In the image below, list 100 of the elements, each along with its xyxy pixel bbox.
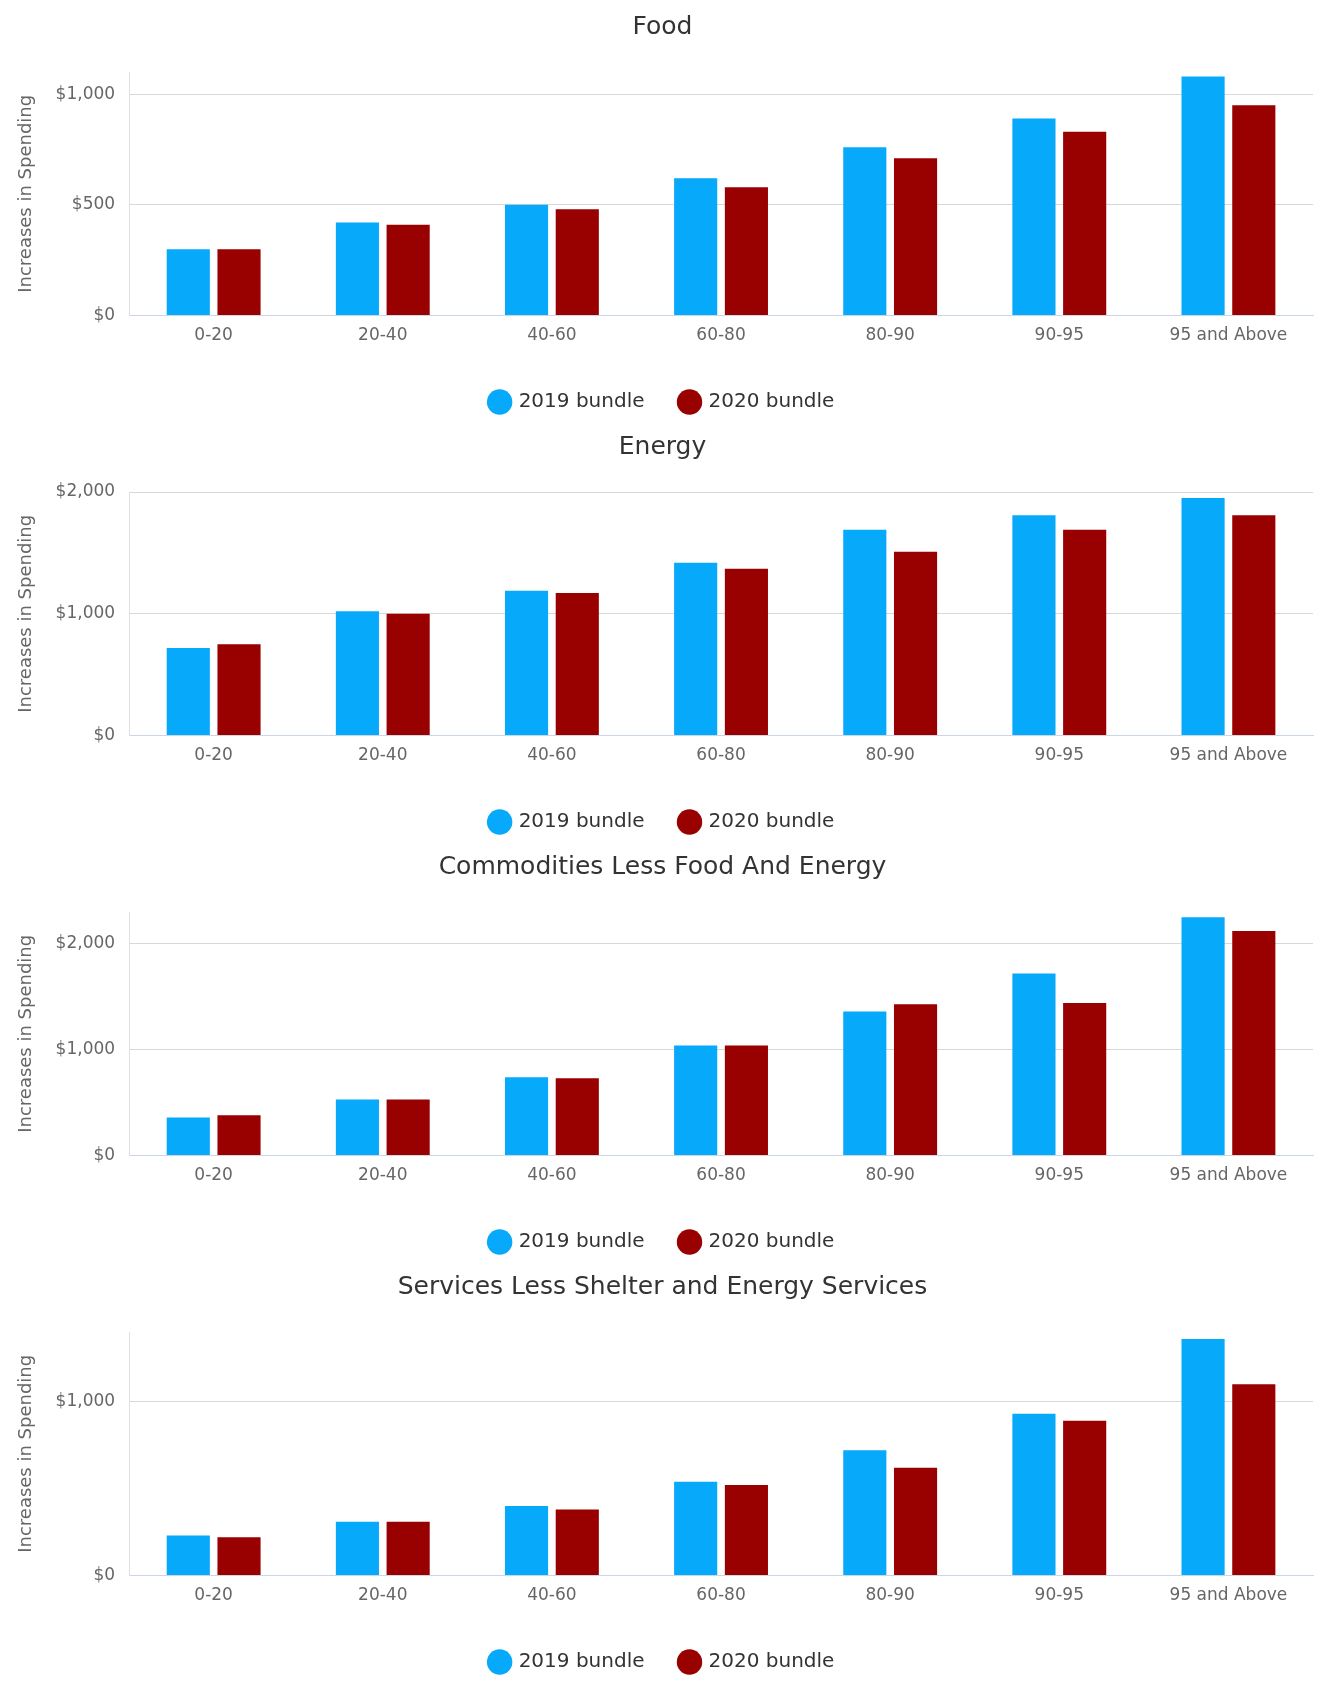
bar	[1063, 529, 1107, 736]
chart-title: Services Less Shelter and Energy Services	[397, 1270, 928, 1300]
bar	[1181, 498, 1225, 736]
y-tick-label: $1,000	[55, 1390, 116, 1411]
bar	[386, 613, 430, 736]
bar	[1181, 1338, 1225, 1576]
x-tick-label: 80-90	[865, 744, 915, 765]
chart-title: Food	[632, 10, 693, 40]
bar	[555, 209, 599, 316]
bar	[674, 1481, 718, 1576]
x-tick-label: 80-90	[865, 1584, 915, 1605]
y-tick-label: $500	[71, 193, 116, 214]
x-tick-label: 0-20	[194, 744, 233, 765]
bar	[166, 1117, 210, 1156]
bar	[217, 249, 261, 316]
x-tick-label: 95 and Above	[1169, 324, 1288, 345]
bar	[893, 551, 938, 736]
bar	[1063, 1003, 1107, 1156]
legend-label: 2020 bundle	[708, 808, 835, 833]
bar	[504, 1506, 549, 1576]
x-tick-label: 90-95	[1034, 324, 1085, 345]
x-tick-label: 20-40	[358, 744, 408, 765]
bar	[1012, 973, 1056, 1156]
x-tick-label: 80-90	[865, 324, 915, 345]
bar	[674, 562, 718, 736]
bar	[335, 222, 379, 316]
bar	[724, 568, 768, 736]
x-tick-label: 60-80	[696, 1164, 746, 1185]
x-tick-label: 20-40	[358, 1584, 408, 1605]
bar	[724, 1045, 768, 1156]
x-tick-label: 60-80	[696, 744, 746, 765]
bar	[555, 593, 599, 736]
y-tick-label: $1,000	[55, 82, 116, 103]
bar	[166, 249, 210, 316]
legend-label: 2020 bundle	[708, 1228, 835, 1253]
bar	[843, 1011, 887, 1156]
bar	[674, 178, 718, 316]
x-tick-label: 80-90	[865, 1164, 915, 1185]
chart-title: Commodities Less Food And Energy	[438, 850, 887, 880]
bar	[386, 224, 430, 316]
bar	[217, 1115, 261, 1156]
legend-label: 2019 bundle	[518, 388, 645, 413]
bar	[893, 158, 938, 316]
x-tick-label: 60-80	[696, 1584, 746, 1605]
bar	[724, 1485, 768, 1576]
bar	[386, 1521, 430, 1576]
bar	[217, 1537, 261, 1576]
bar	[843, 147, 887, 316]
x-tick-label: 60-80	[696, 324, 746, 345]
x-tick-label: 20-40	[358, 324, 408, 345]
bar	[386, 1099, 430, 1156]
x-tick-label: 40-60	[527, 1584, 577, 1605]
bar	[1232, 515, 1276, 736]
bar	[843, 1450, 887, 1576]
bar	[1063, 1420, 1107, 1576]
bar	[1181, 76, 1225, 316]
x-tick-label: 95 and Above	[1169, 744, 1288, 765]
x-tick-label: 20-40	[358, 1164, 408, 1185]
x-tick-label: 0-20	[194, 1584, 233, 1605]
bar	[555, 1078, 599, 1156]
y-tick-label: $0	[93, 724, 116, 745]
bar	[166, 1535, 210, 1576]
bar	[893, 1467, 938, 1576]
bar	[335, 1521, 379, 1576]
bar	[1181, 917, 1225, 1156]
x-tick-label: 40-60	[527, 1164, 577, 1185]
x-tick-label: 40-60	[527, 744, 577, 765]
y-axis-title: Increases in Spending	[14, 514, 36, 713]
x-tick-label: 90-95	[1034, 1164, 1085, 1185]
bar	[1232, 1384, 1276, 1576]
bar	[1232, 931, 1276, 1156]
bar	[504, 204, 549, 316]
y-axis-title: Increases in Spending	[14, 94, 36, 293]
x-tick-label: 95 and Above	[1169, 1584, 1288, 1605]
bar	[724, 187, 768, 316]
x-tick-label: 0-20	[194, 324, 233, 345]
bar	[1012, 515, 1056, 736]
bar	[1012, 1413, 1056, 1576]
y-tick-label: $0	[93, 1144, 116, 1165]
y-tick-label: $0	[93, 1564, 116, 1585]
bar	[504, 590, 549, 736]
bar	[335, 611, 379, 736]
bar	[1012, 118, 1056, 316]
bar	[217, 644, 261, 736]
bar	[843, 529, 887, 736]
bar	[335, 1099, 379, 1156]
chart-title: Energy	[618, 430, 707, 460]
legend-label: 2020 bundle	[708, 1648, 835, 1673]
legend-label: 2019 bundle	[518, 1648, 645, 1673]
bar	[166, 647, 210, 736]
x-tick-label: 90-95	[1034, 1584, 1085, 1605]
y-tick-label: $1,000	[55, 1038, 116, 1059]
y-axis-title: Increases in Spending	[14, 934, 36, 1133]
bar	[555, 1509, 599, 1576]
bar	[674, 1045, 718, 1156]
y-tick-label: $0	[93, 304, 116, 325]
bar	[1232, 105, 1276, 316]
x-tick-label: 90-95	[1034, 744, 1085, 765]
x-tick-label: 40-60	[527, 324, 577, 345]
y-tick-label: $2,000	[55, 932, 116, 953]
